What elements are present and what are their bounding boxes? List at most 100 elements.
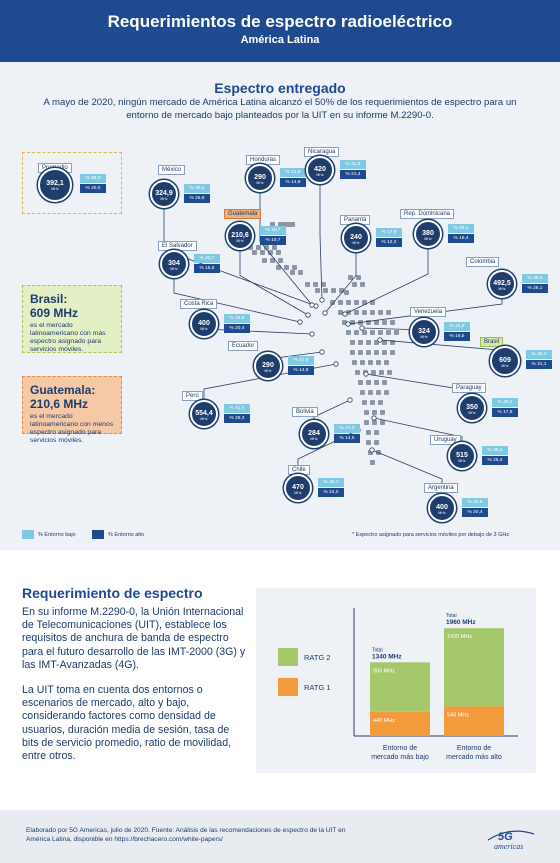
country-value: 515 [456,452,468,459]
bar-0-1 [370,662,430,712]
country-value: 609 [499,357,511,364]
country-circle: 210,6 MHz [226,222,254,250]
country-label-9: Venezuela [410,300,447,318]
country-value: 380 [422,230,434,237]
legend-label-0: RATG 1 [304,683,331,692]
country-label-10: Brasil [480,330,504,348]
country-unit: MHz [256,181,264,185]
location-dot [363,371,369,377]
country-label-5: Rep. Dominicana [400,202,455,220]
logo-mark: 5G [498,831,513,843]
bar-value-label: 440 MHz [373,718,395,724]
country-unit: MHz [200,327,208,331]
country-value: 290 [262,362,274,369]
category-label: Entorno de [383,745,417,752]
country-pct-low: % 21,2 [334,424,360,433]
brasil-info-text: es el mercado latinoamericano con más es… [30,322,106,353]
country-pct-high: % 17,9 [492,408,518,417]
country-name: Colombia [466,257,500,267]
location-dot [309,331,315,337]
country-pct-low: % 31,3 [340,160,366,169]
country-unit: MHz [458,459,466,463]
country-value: 304 [168,260,180,267]
country-pct-low: % 36,8 [522,274,548,283]
country-pct-high: % 20,4 [224,324,250,333]
country-pct-high: % 10,7 [260,236,286,245]
location-dot [319,349,325,355]
category-label: Entorno de [457,745,491,752]
country-label-14: Bolivia [292,400,318,418]
country-pct-low: % 28,4 [448,224,474,233]
header-banner: Requerimientos de espectro radioeléctric… [0,0,560,62]
country-unit: MHz [294,491,302,495]
total-value: 1960 MHz [446,619,476,626]
country-value: 492,5 [493,280,511,287]
country-pct-low: % 35,1 [318,478,344,487]
legend-swatch-1 [278,648,298,666]
connector-line [319,170,323,301]
guatemala-info-value: 210,6 MHz [30,397,89,411]
brasil-info-box: Brasil: 609 MHz es el mercado latinoamer… [22,285,122,353]
country-name: Paraguay [452,383,486,393]
country-pct-high: % 26,3 [482,456,508,465]
category-label: mercado más alto [446,754,502,761]
country-circle: 420 MHz [306,156,334,184]
brasil-info-value: 609 MHz [30,306,79,320]
promedio-value: 392,1 [46,180,64,187]
legend-low: % Entorno bajo [22,530,76,539]
country-value: 240 [350,234,362,241]
connector-line [203,324,313,335]
bar-1-0 [444,706,504,736]
country-unit: MHz [424,237,432,241]
country-unit: MHz [236,239,244,243]
country-circle: 324,9 MHz [150,180,178,208]
country-pct-low: % 21,6 [288,356,314,365]
country-pct-low: % 38,4 [482,446,508,455]
legend-swatch-0 [278,678,298,696]
country-name: Perú [182,391,203,401]
promedio-circle: 392,1 MHz [38,168,72,202]
country-name: Brasil [480,337,504,347]
guatemala-info-text: es el mercado latinoamericano con menos … [30,413,114,444]
country-pct-low: % 22,7 [194,254,220,263]
promedio-low: % 29,3 [80,174,106,183]
country-circle: 240 MHz [342,224,370,252]
country-pct-low: % 29,9 [462,498,488,507]
logo-5g-icon: 5G americas [487,830,535,851]
section1-title: Espectro entregado [214,80,346,96]
country-unit: MHz [420,335,428,339]
legend-high: % Entorno alto [92,530,144,539]
country-unit: MHz [316,173,324,177]
country-pct-high: % 24,0 [318,488,344,497]
country-label-7: Colombia [466,250,500,268]
country-label-8: Costa Rica [180,292,218,310]
country-name: México [158,165,186,175]
country-pct-low: % 30,2 [184,184,210,193]
map-area: México 324,9 MHz% 30,2% 26,8 Honduras 290 MHz… [0,130,560,550]
location-dot [297,319,303,325]
country-circle: 554,4 MHz [190,400,218,428]
location-dot [345,321,351,327]
location-dot [333,361,339,367]
total-caption: Total [446,613,457,619]
legend-low-label: % Entorno bajo [38,531,76,538]
brasil-info-title: Brasil: [30,292,68,306]
country-value: 554,4 [195,410,213,417]
country-circle: 380 MHz [414,220,442,248]
country-pct-high: % 20,4 [462,508,488,517]
country-unit: MHz [170,267,178,271]
location-dot [371,415,377,421]
country-circle: 492,5 MHz [488,270,516,298]
country-pct-high: % 14,8 [280,178,306,187]
footer-text: Elaborado por 5G Americas, julio de 2020… [26,827,346,843]
page-subtitle: América Latina [240,34,320,46]
country-label-17: Argentina [424,476,458,494]
promedio-unit: MHz [51,187,59,191]
country-pct-low: % 17,9 [376,228,402,237]
legend-high-swatch [92,530,104,539]
country-pct-low: % 24,2 [444,322,470,331]
guatemala-info-title: Guatemala: [30,383,96,397]
bar-value-label: 1420 MHz [447,634,472,640]
logo-name: americas [494,842,523,851]
